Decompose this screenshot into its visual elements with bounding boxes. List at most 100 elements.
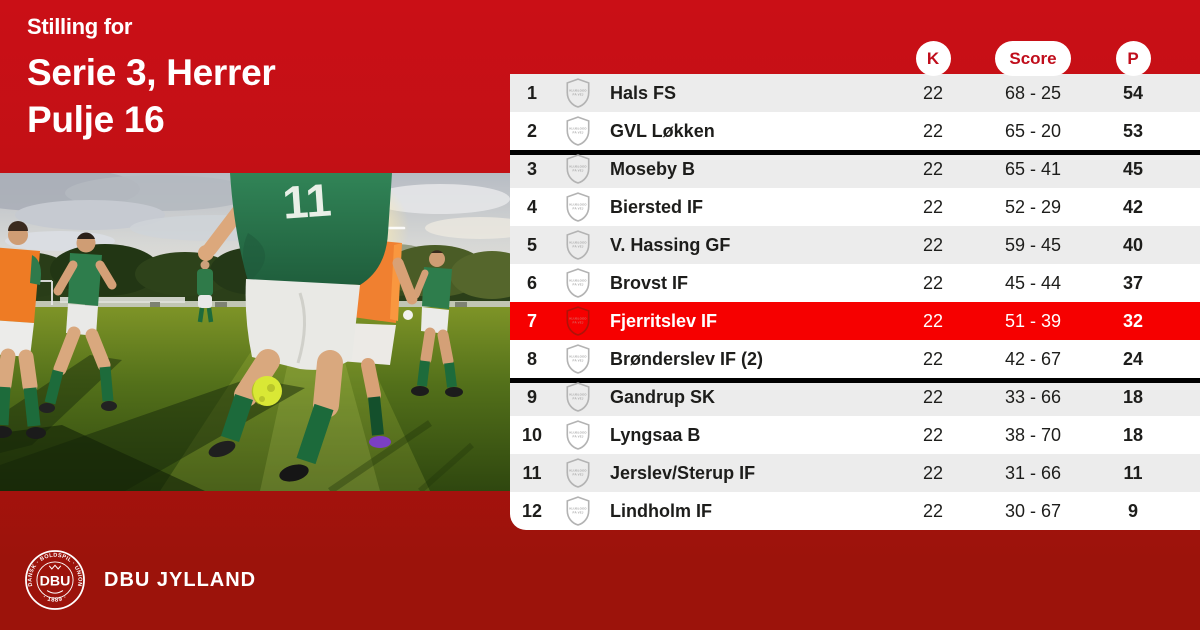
distant-ball: [403, 310, 413, 320]
svg-text:KLUBLOGO: KLUBLOGO: [569, 469, 587, 473]
svg-text:KLUBLOGO: KLUBLOGO: [569, 89, 587, 93]
position-number: 2: [526, 120, 537, 141]
goal-score: 65 - 41: [1004, 158, 1062, 179]
club-shield-placeholder-icon: KLUBLOGO PÅ VEJ: [566, 382, 590, 412]
points: 42: [1122, 196, 1144, 217]
svg-text:PÅ VEJ: PÅ VEJ: [573, 282, 584, 287]
goal-score: 65 - 20: [1004, 120, 1062, 141]
column-header-k: K: [915, 41, 951, 76]
svg-text:PÅ VEJ: PÅ VEJ: [573, 434, 584, 439]
points: 45: [1122, 158, 1144, 179]
table-row: 2 KLUBLOGO PÅ VEJ GVL Løkken 22 65 - 20 …: [510, 112, 1200, 150]
svg-text:PÅ VEJ: PÅ VEJ: [573, 168, 584, 173]
club-shield-placeholder-icon: KLUBLOGO PÅ VEJ: [566, 230, 590, 260]
column-header-p: P: [1115, 41, 1151, 76]
svg-text:KLUBLOGO: KLUBLOGO: [569, 241, 587, 245]
matches-played: 22: [922, 234, 944, 255]
svg-text:KLUBLOGO: KLUBLOGO: [569, 507, 587, 511]
team-name: Moseby B: [610, 158, 696, 179]
position-number: 5: [526, 234, 537, 255]
matches-played: 22: [922, 158, 944, 179]
standings-table: K Score P 1 KLUBLOGO PÅ VEJ Hals FS 22 6…: [510, 41, 1200, 530]
position-number: 8: [526, 348, 537, 369]
svg-text:PÅ VEJ: PÅ VEJ: [573, 358, 584, 363]
team-name: Gandrup SK: [610, 386, 716, 407]
matches-played: 22: [922, 120, 944, 141]
club-shield-placeholder-icon: KLUBLOGO PÅ VEJ: [566, 116, 590, 146]
team-name: Biersted IF: [610, 196, 704, 217]
position-number: 11: [522, 462, 542, 483]
svg-text:PÅ VEJ: PÅ VEJ: [573, 244, 584, 249]
svg-text:KLUBLOGO: KLUBLOGO: [569, 203, 587, 207]
svg-text:· 1889 ·: · 1889 ·: [42, 594, 69, 604]
position-number: 7: [526, 310, 537, 331]
goal-score: 52 - 29: [1004, 196, 1062, 217]
points: 53: [1122, 120, 1144, 141]
eyebrow-text: Stilling for: [27, 14, 133, 39]
table-row: 5 KLUBLOGO PÅ VEJ V. Hassing GF 22 59 - …: [510, 226, 1200, 264]
page-title-line1: Serie 3, Herrer: [27, 52, 276, 93]
club-shield-placeholder-icon: KLUBLOGO PÅ VEJ: [566, 306, 590, 336]
table-row: 10 KLUBLOGO PÅ VEJ Lyngsaa B 22 38 - 70 …: [510, 416, 1200, 454]
table-row: 12 KLUBLOGO PÅ VEJ Lindholm IF 22 30 - 6…: [510, 492, 1200, 530]
goal-score: 33 - 66: [1004, 386, 1062, 407]
position-number: 12: [521, 500, 543, 521]
club-shield-placeholder-icon: KLUBLOGO PÅ VEJ: [566, 458, 590, 488]
player-running: [39, 232, 117, 413]
brand-name: DBU JYLLAND: [104, 568, 257, 591]
team-name: Jerslev/Sterup IF: [610, 462, 756, 483]
goal-score: 31 - 66: [1004, 462, 1062, 483]
svg-text:KLUBLOGO: KLUBLOGO: [569, 279, 587, 283]
table-row: 11 KLUBLOGO PÅ VEJ Jerslev/Sterup IF 22 …: [510, 454, 1200, 492]
svg-text:PÅ VEJ: PÅ VEJ: [573, 92, 584, 97]
logo-year-text: · 1889 ·: [42, 594, 68, 604]
team-name: Lindholm IF: [610, 500, 712, 521]
points: 32: [1122, 310, 1144, 331]
club-shield-placeholder-icon: KLUBLOGO PÅ VEJ: [566, 420, 590, 450]
goal-score: 42 - 67: [1004, 348, 1062, 369]
club-shield-placeholder-icon: KLUBLOGO PÅ VEJ: [566, 268, 590, 298]
title-block: Stilling for Serie 3, Herrer Pulje 16: [27, 14, 276, 143]
table-row: 1 KLUBLOGO PÅ VEJ Hals FS 22 68 - 25 54: [510, 74, 1200, 112]
matches-played: 22: [922, 424, 944, 445]
points: 54: [1122, 82, 1144, 103]
table-row: 6 KLUBLOGO PÅ VEJ Brovst IF 22 45 - 44 3…: [510, 264, 1200, 302]
position-number: 10: [521, 424, 543, 445]
team-name: Brovst IF: [610, 272, 689, 293]
goal-score: 59 - 45: [1004, 234, 1062, 255]
hero-photo: 11: [0, 173, 510, 491]
player-distant: [197, 260, 214, 323]
points: 18: [1122, 386, 1144, 407]
position-number: 3: [526, 158, 537, 179]
logo-center-text: DBU: [40, 573, 71, 589]
dbu-logo-icon: DANSK · BOLDSPIL · UNION · 1889 · DBU: [25, 550, 85, 610]
svg-text:PÅ VEJ: PÅ VEJ: [573, 206, 584, 211]
points: 24: [1122, 348, 1144, 369]
matches-played: 22: [922, 310, 944, 331]
svg-text:KLUBLOGO: KLUBLOGO: [569, 393, 587, 397]
team-name: V. Hassing GF: [610, 234, 731, 255]
team-name: GVL Løkken: [610, 120, 715, 141]
table-row: 9 KLUBLOGO PÅ VEJ Gandrup SK 22 33 - 66 …: [510, 378, 1200, 416]
column-header-score: Score: [995, 41, 1071, 76]
svg-text:PÅ VEJ: PÅ VEJ: [573, 130, 584, 135]
team-name: Brønderslev IF (2): [610, 348, 764, 369]
footer-brand: DANSK · BOLDSPIL · UNION · 1889 · DBU DB…: [24, 549, 256, 611]
svg-text:KLUBLOGO: KLUBLOGO: [569, 127, 587, 131]
player-main: 11: [198, 173, 392, 482]
ball: [251, 376, 282, 406]
matches-played: 22: [922, 386, 944, 407]
table-header: K Score P: [510, 41, 1200, 76]
svg-text:PÅ VEJ: PÅ VEJ: [573, 510, 584, 515]
page-title-line2: Pulje 16: [27, 99, 165, 140]
goal-score: 68 - 25: [1004, 82, 1062, 103]
svg-text:PÅ VEJ: PÅ VEJ: [573, 396, 584, 401]
matches-played: 22: [922, 272, 944, 293]
position-number: 4: [526, 196, 537, 217]
points: 11: [1123, 462, 1143, 483]
matches-played: 22: [922, 196, 944, 217]
goal-score: 38 - 70: [1004, 424, 1062, 445]
jersey-number: 11: [281, 173, 333, 228]
points: 18: [1122, 424, 1144, 445]
